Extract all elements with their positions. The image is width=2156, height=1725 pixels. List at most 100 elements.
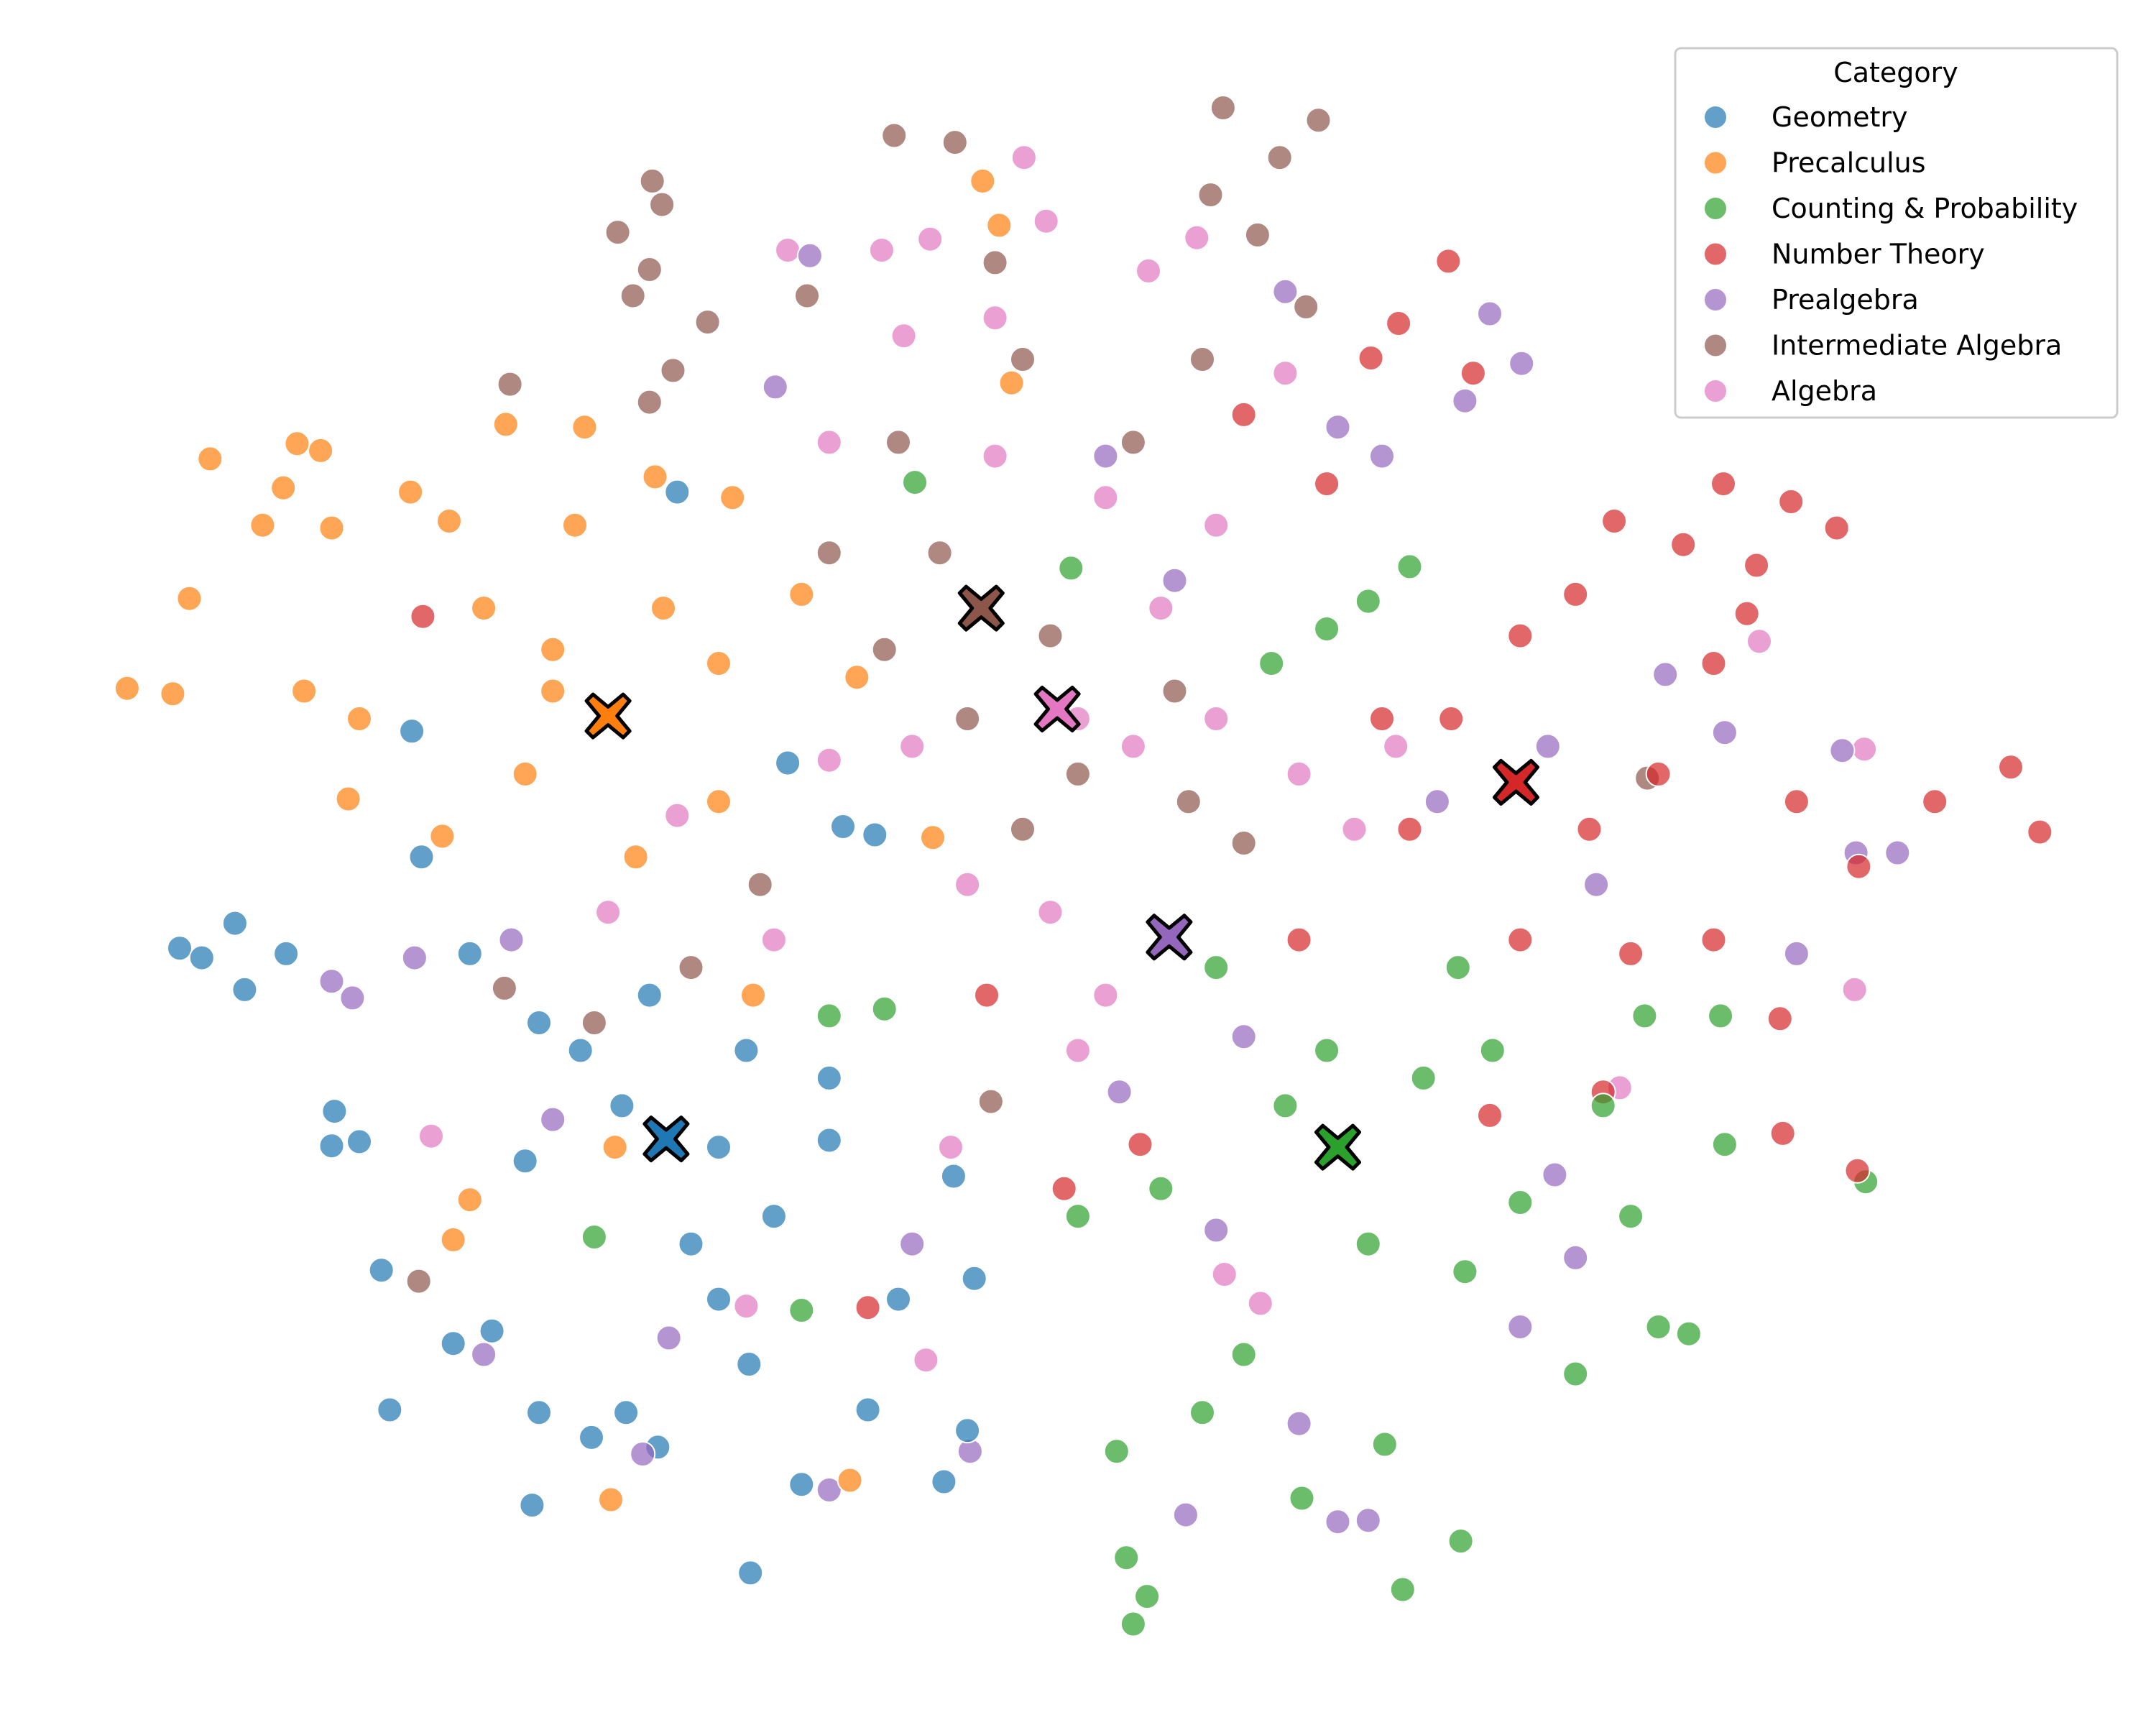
point-prealgebra: [630, 1441, 656, 1467]
point-intermediate-algebra: [871, 636, 898, 663]
point-number-theory: [1435, 248, 1462, 275]
point-prealgebra: [401, 944, 428, 971]
point-prealgebra: [1325, 414, 1351, 441]
point-prealgebra: [1829, 737, 1856, 764]
legend: Category Geometry Precalculus Counting & P…: [1674, 47, 2119, 419]
legend-item-geometry: Geometry: [1703, 101, 1907, 133]
point-geometry: [613, 1399, 640, 1426]
point-number-theory: [1127, 1131, 1153, 1158]
legend-marker-algebra: [1703, 379, 1728, 403]
point-counting-probability: [1562, 1361, 1589, 1387]
point-precalculus: [562, 512, 588, 538]
point-geometry: [399, 718, 425, 745]
point-number-theory: [1844, 1157, 1871, 1184]
point-precalculus: [471, 595, 497, 622]
centroids-layer: [584, 584, 1539, 1171]
point-counting-probability: [871, 995, 898, 1022]
point-number-theory: [1700, 926, 1727, 953]
legend-marker-precalculus: [1703, 150, 1728, 175]
point-prealgebra: [1106, 1079, 1133, 1105]
centroid-geometry: [642, 1116, 690, 1163]
point-counting-probability: [816, 1003, 842, 1029]
point-counting-probability: [1389, 1576, 1416, 1603]
point-algebra: [913, 1347, 939, 1374]
legend-marker-geometry: [1703, 105, 1728, 129]
point-counting-probability: [1103, 1438, 1130, 1465]
point-intermediate-algebra: [1197, 182, 1224, 208]
point-counting-probability: [1371, 1431, 1398, 1458]
legend-frame: [1674, 47, 2119, 419]
point-counting-probability: [1447, 1528, 1474, 1555]
point-counting-probability: [1396, 553, 1423, 580]
point-intermediate-algebra: [581, 1010, 607, 1036]
point-geometry: [760, 1203, 787, 1230]
legend-label-intermediate-algebra: Intermediate Algebra: [1772, 330, 2062, 362]
point-intermediate-algebra: [497, 371, 523, 397]
point-counting-probability: [902, 469, 928, 496]
point-precalculus: [719, 484, 746, 511]
point-counting-probability: [1452, 1259, 1478, 1285]
point-number-theory: [1507, 926, 1534, 953]
point-intermediate-algebra: [1064, 760, 1091, 787]
point-intermediate-algebra: [619, 282, 646, 309]
point-intermediate-algebra: [885, 429, 911, 456]
point-prealgebra: [1508, 350, 1535, 377]
point-algebra: [1383, 733, 1409, 760]
point-intermediate-algebra: [794, 282, 820, 309]
point-number-theory: [1051, 1175, 1077, 1202]
point-algebra: [982, 305, 1008, 331]
point-geometry: [231, 976, 258, 1003]
point-counting-probability: [1708, 1003, 1734, 1029]
centroid-prealgebra: [1146, 914, 1193, 961]
point-prealgebra: [1884, 840, 1911, 866]
point-geometry: [854, 1397, 881, 1423]
point-geometry: [456, 940, 483, 967]
point-algebra: [1010, 144, 1037, 171]
point-geometry: [318, 1133, 345, 1159]
point-number-theory: [1670, 531, 1697, 558]
point-number-theory: [1743, 552, 1770, 579]
point-precalculus: [197, 446, 224, 472]
point-intermediate-algebra: [926, 540, 953, 566]
point-intermediate-algebra: [1161, 678, 1188, 704]
point-intermediate-algebra: [941, 129, 968, 156]
legend-item-number-theory: Number Theory: [1703, 239, 1985, 270]
point-geometry: [636, 982, 663, 1008]
point-number-theory: [1733, 600, 1760, 627]
point-prealgebra: [1652, 661, 1679, 688]
point-geometry: [408, 844, 435, 870]
point-algebra: [1148, 595, 1174, 622]
point-geometry: [830, 814, 856, 840]
point-algebra: [1841, 976, 1868, 1003]
point-algebra: [868, 237, 895, 264]
point-intermediate-algebra: [1010, 346, 1036, 372]
point-geometry: [664, 479, 691, 505]
point-algebra: [1092, 982, 1119, 1008]
centroid-algebra: [1033, 686, 1081, 732]
point-algebra: [816, 747, 842, 773]
point-intermediate-algebra: [1010, 816, 1036, 842]
point-precalculus: [622, 844, 649, 870]
point-number-theory: [1477, 1102, 1503, 1128]
point-intermediate-algebra: [405, 1268, 432, 1294]
point-prealgebra: [1562, 1244, 1589, 1271]
point-precalculus: [844, 664, 870, 691]
point-intermediate-algebra: [491, 975, 517, 1001]
point-prealgebra: [471, 1341, 497, 1368]
point-number-theory: [1230, 401, 1257, 428]
point-counting-probability: [1230, 1341, 1257, 1368]
point-prealgebra: [1355, 1507, 1381, 1534]
point-counting-probability: [1479, 1037, 1506, 1064]
point-algebra: [1286, 760, 1312, 787]
point-prealgebra: [1507, 1314, 1534, 1340]
point-counting-probability: [1711, 1131, 1738, 1158]
legend-label-number-theory: Number Theory: [1772, 239, 1985, 270]
point-intermediate-algebra: [678, 954, 704, 981]
point-counting-probability: [1272, 1092, 1299, 1119]
point-geometry: [188, 944, 215, 971]
point-intermediate-algebra: [1175, 788, 1202, 815]
point-intermediate-algebra: [982, 249, 1008, 276]
point-counting-probability: [1148, 1175, 1174, 1202]
point-algebra: [1746, 628, 1772, 655]
